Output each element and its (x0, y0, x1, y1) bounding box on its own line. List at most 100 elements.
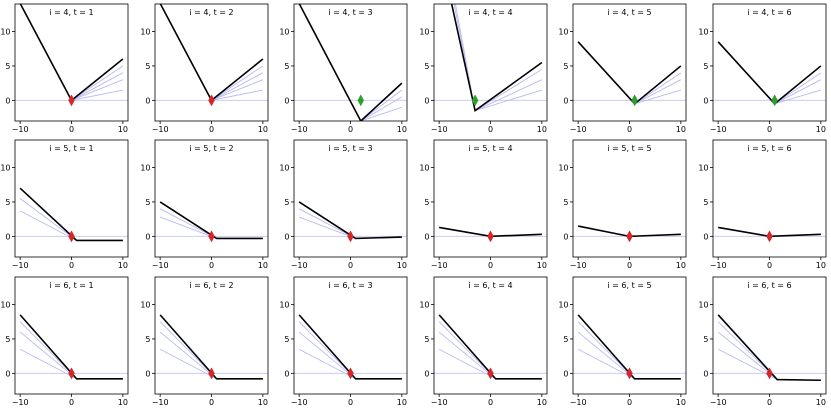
subplot-title: i = 6, t = 5 (607, 281, 651, 290)
x-tick-label: −10 (710, 261, 727, 270)
axes-frame (712, 3, 827, 122)
y-tick-label: 5 (5, 198, 10, 207)
x-tick-label: −10 (291, 261, 308, 270)
plot-area (713, 226, 826, 243)
current-series-line (19, 187, 123, 242)
y-tick-label: 5 (424, 62, 429, 71)
x-tick-label: −10 (291, 398, 308, 407)
red-diamond-marker (208, 94, 215, 107)
x-tick-label: −10 (152, 398, 169, 407)
subplot-17: −10 0 10 0 5 10 i = 6, t = 5 (558, 276, 687, 407)
x-tick-label: 10 (537, 261, 547, 270)
x-tick-label: 0 (69, 398, 74, 407)
subplot-title: i = 5, t = 4 (468, 144, 512, 153)
plot-area (294, 4, 407, 121)
y-tick-label: 0 (5, 369, 10, 378)
subplot-10: −10 0 10 0 5 10 i = 5, t = 4 (419, 139, 548, 270)
x-tick-label: −10 (12, 398, 29, 407)
x-tick-label: −10 (570, 261, 587, 270)
x-tick-label: 10 (537, 398, 547, 407)
y-tick-label: 10 (0, 164, 10, 173)
y-tick-label: 0 (145, 369, 150, 378)
x-tick-label: −10 (152, 125, 169, 134)
red-diamond-marker (626, 367, 633, 380)
plot-area (573, 41, 686, 107)
x-tick-label: −10 (431, 261, 448, 270)
red-diamond-marker (68, 94, 75, 107)
current-series-line (717, 314, 821, 382)
plot-area (713, 41, 826, 107)
x-tick-label: −10 (431, 125, 448, 134)
history-series-line (298, 4, 403, 121)
x-tick-label: 0 (69, 125, 74, 134)
subplot-14: −10 0 10 0 5 10 i = 6, t = 2 (140, 276, 269, 407)
red-diamond-marker (766, 230, 773, 243)
x-tick-label: 0 (348, 398, 353, 407)
red-diamond-marker (626, 230, 633, 243)
x-tick-label: 10 (118, 398, 128, 407)
subplot-12: −10 0 10 0 5 10 i = 5, t = 6 (698, 139, 827, 270)
plot-area (573, 225, 686, 243)
green-diamond-marker (471, 94, 479, 107)
history-series-line (577, 41, 681, 105)
y-tick-label: 0 (284, 96, 289, 105)
x-tick-label: 10 (397, 398, 407, 407)
y-tick-label: 10 (0, 301, 10, 310)
plot-area (434, 4, 547, 113)
subplot-13: −10 0 10 0 5 10 i = 6, t = 1 (0, 276, 129, 407)
current-series-line (298, 201, 402, 240)
plot-area (15, 314, 128, 380)
subplot-5: −10 0 10 0 5 10 i = 4, t = 5 (558, 3, 687, 134)
x-tick-label: 10 (397, 125, 407, 134)
red-diamond-marker (208, 230, 215, 243)
subplot-16: −10 0 10 0 5 10 i = 6, t = 4 (419, 276, 548, 407)
subplot-15: −10 0 10 0 5 10 i = 6, t = 3 (279, 276, 408, 407)
y-tick-label: 0 (563, 232, 568, 241)
y-tick-label: 10 (279, 164, 289, 173)
green-diamond-marker (631, 94, 638, 107)
x-tick-label: 10 (118, 125, 128, 134)
x-tick-label: 0 (767, 398, 772, 407)
y-tick-label: 5 (284, 335, 289, 344)
x-tick-label: 0 (627, 261, 632, 270)
red-diamond-marker (347, 230, 354, 243)
y-tick-label: 0 (145, 232, 150, 241)
x-tick-label: 0 (209, 261, 214, 270)
y-tick-label: 0 (284, 369, 289, 378)
plot-area (15, 187, 128, 243)
red-diamond-marker (208, 367, 215, 380)
plot-area (713, 314, 826, 382)
y-tick-label: 5 (563, 198, 568, 207)
y-tick-label: 5 (703, 198, 708, 207)
x-tick-label: −10 (570, 125, 587, 134)
subplot-title: i = 6, t = 3 (328, 281, 372, 290)
subplot-title: i = 6, t = 1 (49, 281, 93, 290)
y-tick-label: 10 (558, 164, 568, 173)
y-tick-label: 10 (558, 301, 568, 310)
y-tick-label: 5 (145, 198, 150, 207)
x-tick-label: 0 (69, 261, 74, 270)
current-series-line (19, 314, 123, 380)
current-series-line (159, 314, 263, 380)
y-tick-label: 10 (419, 301, 429, 310)
x-tick-label: 10 (537, 125, 547, 134)
x-tick-label: 0 (767, 261, 772, 270)
plot-area (155, 314, 268, 380)
plot-area (15, 4, 128, 107)
y-tick-label: 5 (703, 62, 708, 71)
x-tick-label: 0 (488, 398, 493, 407)
current-series-line (298, 314, 402, 380)
subplot-title: i = 6, t = 6 (747, 281, 791, 290)
x-tick-label: 10 (397, 261, 407, 270)
y-tick-label: 10 (698, 301, 708, 310)
x-tick-label: 10 (816, 261, 826, 270)
subplot-title: i = 5, t = 1 (49, 144, 93, 153)
x-tick-label: 10 (258, 125, 268, 134)
red-diamond-marker (68, 367, 75, 380)
y-tick-label: 0 (703, 232, 708, 241)
plot-area (155, 201, 268, 243)
current-series-line (577, 314, 681, 380)
x-tick-label: −10 (12, 125, 29, 134)
x-tick-label: 0 (209, 125, 214, 134)
x-tick-label: −10 (710, 398, 727, 407)
